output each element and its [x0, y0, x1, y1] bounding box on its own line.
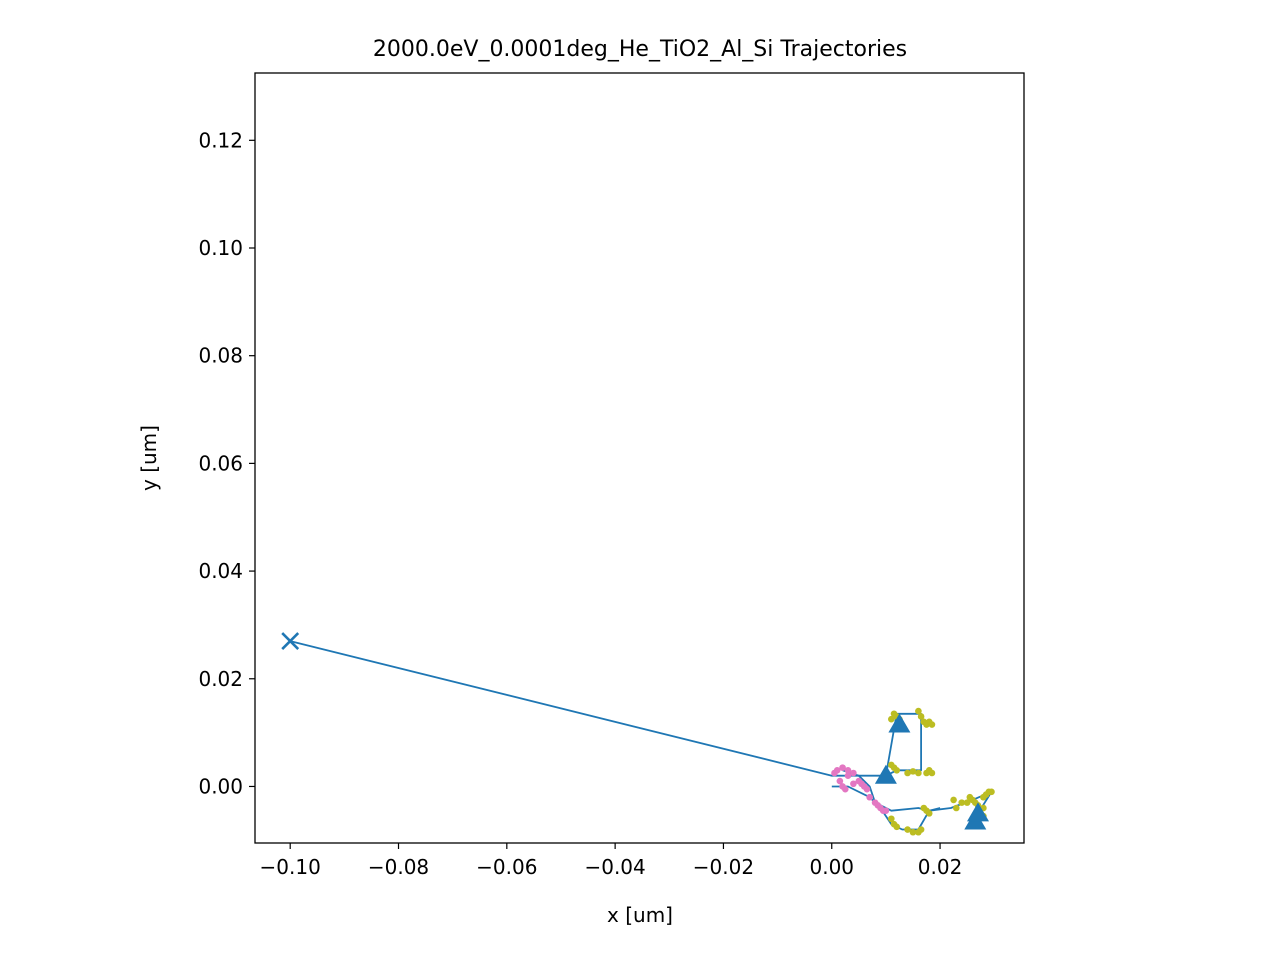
y-axis-label: y [um]: [137, 425, 161, 491]
secondary-collision-point: [915, 769, 922, 777]
primary-collision-point: [841, 785, 849, 793]
primary-collision-point: [836, 777, 844, 785]
x-tick-label: −0.02: [693, 855, 754, 879]
primary-collision-point: [839, 764, 846, 771]
secondary-collision-point: [904, 769, 911, 777]
y-axis: 0.00 0.02 0.04 0.06 0.08 0.10 0.12: [198, 128, 255, 798]
secondary-collision-point: [893, 823, 901, 831]
plot-frame: [254, 72, 1025, 844]
end-marker-triangle: [967, 802, 989, 822]
secondary-collision-point: [928, 769, 936, 777]
secondary-collision-point: [904, 826, 911, 833]
secondary-collision-point: [893, 767, 901, 774]
chart-title: 2000.0eV_0.0001deg_He_TiO2_Al_Si Traject…: [373, 37, 907, 62]
y-tick-label: 0.12: [198, 128, 243, 152]
x-tick-label: 0.00: [809, 855, 854, 879]
y-tick-label: 0.00: [198, 774, 243, 798]
end-marker-triangle: [874, 764, 897, 784]
primary-collision-point: [882, 807, 890, 814]
secondary-collision-point: [909, 828, 917, 836]
y-tick-label: 0.08: [198, 344, 243, 368]
secondary-collision-point: [963, 799, 971, 806]
x-tick-label: −0.06: [476, 855, 537, 879]
secondary-collision-point: [917, 826, 925, 833]
x-tick-label: −0.08: [368, 855, 429, 879]
y-tick-label: 0.02: [198, 667, 243, 691]
primary-collision-point: [866, 793, 873, 801]
primary-collision-point: [863, 785, 871, 793]
primary-collision-point: [831, 769, 838, 777]
secondary-collision-point: [917, 713, 925, 720]
secondary-collision-point: [915, 707, 922, 715]
secondary-collision-point: [988, 788, 995, 796]
primary-collision-point: [850, 780, 857, 788]
secondary-collision-point: [958, 799, 966, 806]
y-tick-label: 0.10: [198, 236, 243, 260]
x-tick-label: −0.04: [584, 855, 645, 879]
secondary-collision-point: [928, 721, 936, 728]
secondary-collision-point: [950, 796, 957, 804]
y-tick-label: 0.04: [198, 559, 243, 583]
x-axis: −0.10 −0.08 −0.06 −0.04 −0.02 0.00 0.02: [260, 843, 963, 879]
end-marker-triangle: [888, 713, 911, 733]
secondary-collision-point: [888, 715, 895, 723]
primary-collision-point: [844, 772, 852, 779]
x-tick-label: 0.02: [918, 855, 963, 879]
primary-collision-point: [844, 767, 852, 774]
primary-collision-point: [850, 769, 857, 777]
x-axis-label: x [um]: [607, 903, 673, 927]
start-marker-x: [281, 632, 300, 650]
x-tick-label: −0.10: [260, 855, 321, 879]
y-tick-label: 0.06: [198, 451, 243, 475]
plot-area: [281, 632, 995, 836]
start-marker-stroke: [281, 632, 300, 650]
secondary-collision-point: [909, 768, 917, 775]
secondary-collision-point: [925, 810, 933, 817]
secondary-collision-point: [953, 804, 960, 812]
secondary-collision-point: [888, 815, 895, 823]
